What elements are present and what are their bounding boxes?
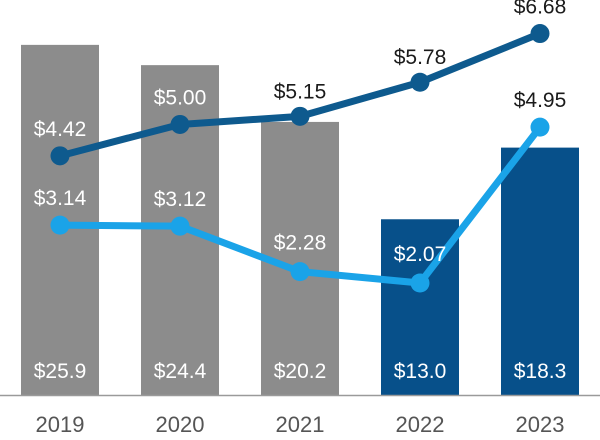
- bar-value-label: $20.2: [274, 360, 327, 383]
- line-value-label: $3.12: [154, 188, 207, 211]
- line-point: [410, 72, 430, 92]
- x-axis: 2019 2020 2021 2022 2023: [0, 394, 600, 437]
- line-point: [290, 106, 310, 126]
- x-tick-label: 2020: [156, 412, 205, 437]
- line-point: [50, 215, 70, 235]
- line-value-label: $5.15: [274, 80, 327, 103]
- x-tick-label: 2019: [36, 412, 85, 437]
- line-value-label: $4.95: [514, 89, 567, 112]
- bar-value-label: $13.0: [394, 360, 447, 383]
- line-value-label: $5.78: [394, 46, 447, 69]
- line-point: [50, 146, 70, 166]
- line-point: [410, 273, 430, 293]
- x-tick-label: 2022: [396, 412, 445, 437]
- line-point: [290, 262, 310, 282]
- line-point: [170, 216, 190, 236]
- line-group: [50, 24, 550, 293]
- bar-value-label: $25.9: [34, 360, 87, 383]
- line-value-label: $4.42: [34, 118, 87, 141]
- line-point: [170, 114, 190, 134]
- bar-value-label: $18.3: [514, 360, 567, 383]
- line-value-label: $2.07: [394, 243, 447, 266]
- line-point: [530, 24, 550, 44]
- x-tick-label: 2023: [516, 412, 565, 437]
- x-tick-label: 2021: [276, 412, 325, 437]
- line-value-label: $5.00: [154, 86, 207, 109]
- line-value-label: $3.14: [34, 187, 87, 210]
- line-value-label: $6.68: [514, 0, 567, 19]
- bar-value-label: $24.4: [154, 360, 207, 383]
- label-group: $25.9 $24.4 $20.2 $13.0 $18.3 $4.42 $5.00 $5.15…: [34, 0, 567, 383]
- line-point: [530, 117, 550, 137]
- line-value-label: $2.28: [274, 232, 327, 255]
- bar-2023: [501, 147, 579, 395]
